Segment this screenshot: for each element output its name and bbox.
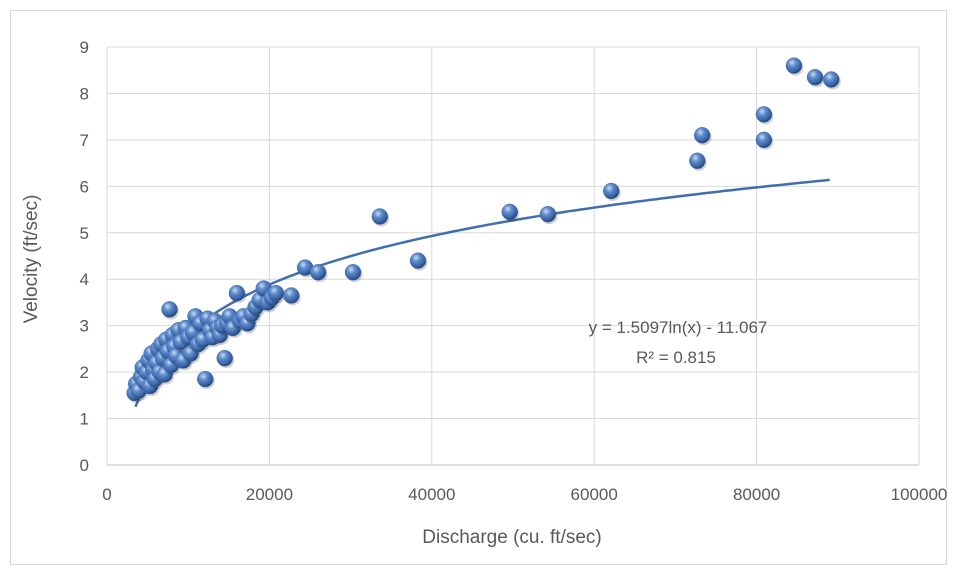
gridlines bbox=[106, 46, 920, 466]
data-point bbox=[161, 301, 178, 318]
y-axis-label: Velocity (ft/sec) bbox=[21, 195, 42, 324]
data-point bbox=[539, 205, 557, 223]
x-tick-label: 20000 bbox=[246, 485, 293, 504]
data-point bbox=[693, 126, 711, 144]
data-point bbox=[309, 264, 327, 281]
y-tick-label: 6 bbox=[80, 177, 89, 196]
y-tick-label: 9 bbox=[80, 38, 89, 57]
x-tick-label: 80000 bbox=[733, 485, 780, 504]
data-point bbox=[409, 252, 427, 269]
data-point bbox=[228, 284, 246, 302]
data-point bbox=[197, 370, 214, 388]
data-point bbox=[216, 349, 233, 367]
data-point bbox=[603, 182, 620, 200]
data-points bbox=[126, 57, 841, 404]
x-tick-label: 0 bbox=[102, 485, 111, 504]
x-axis-label: Discharge (cu. ft/sec) bbox=[422, 527, 602, 548]
data-point bbox=[755, 106, 773, 123]
trendline-equation: y = 1.5097ln(x) - 11.067 bbox=[589, 318, 768, 337]
y-tick-label: 2 bbox=[80, 363, 89, 382]
data-point bbox=[501, 203, 519, 221]
y-tick-label: 3 bbox=[80, 317, 89, 336]
y-tick-label: 1 bbox=[80, 410, 89, 429]
chart-area bbox=[10, 10, 947, 565]
y-tick-label: 5 bbox=[80, 224, 89, 243]
data-point bbox=[823, 71, 840, 88]
data-point bbox=[689, 152, 706, 170]
y-tick-label: 4 bbox=[80, 270, 89, 289]
trendline bbox=[134, 178, 830, 408]
y-tick-label: 8 bbox=[80, 84, 89, 103]
data-point bbox=[785, 57, 803, 74]
x-tick-label: 60000 bbox=[571, 485, 618, 504]
y-tick-label: 0 bbox=[80, 456, 89, 475]
x-tick-label: 40000 bbox=[408, 485, 455, 504]
x-tick-label: 100000 bbox=[891, 485, 948, 504]
data-point bbox=[806, 68, 824, 86]
data-point bbox=[371, 208, 389, 225]
data-point bbox=[267, 284, 285, 302]
data-point bbox=[755, 131, 773, 149]
data-point bbox=[283, 287, 300, 304]
y-tick-label: 7 bbox=[80, 131, 89, 150]
axes: 0 1 2 3 4 5 6 7 8 9 0 20000 40000 60000 80000 100000 bbox=[80, 38, 948, 504]
trendline-r-squared: R² = 0.815 bbox=[636, 348, 716, 367]
data-point bbox=[344, 264, 362, 281]
